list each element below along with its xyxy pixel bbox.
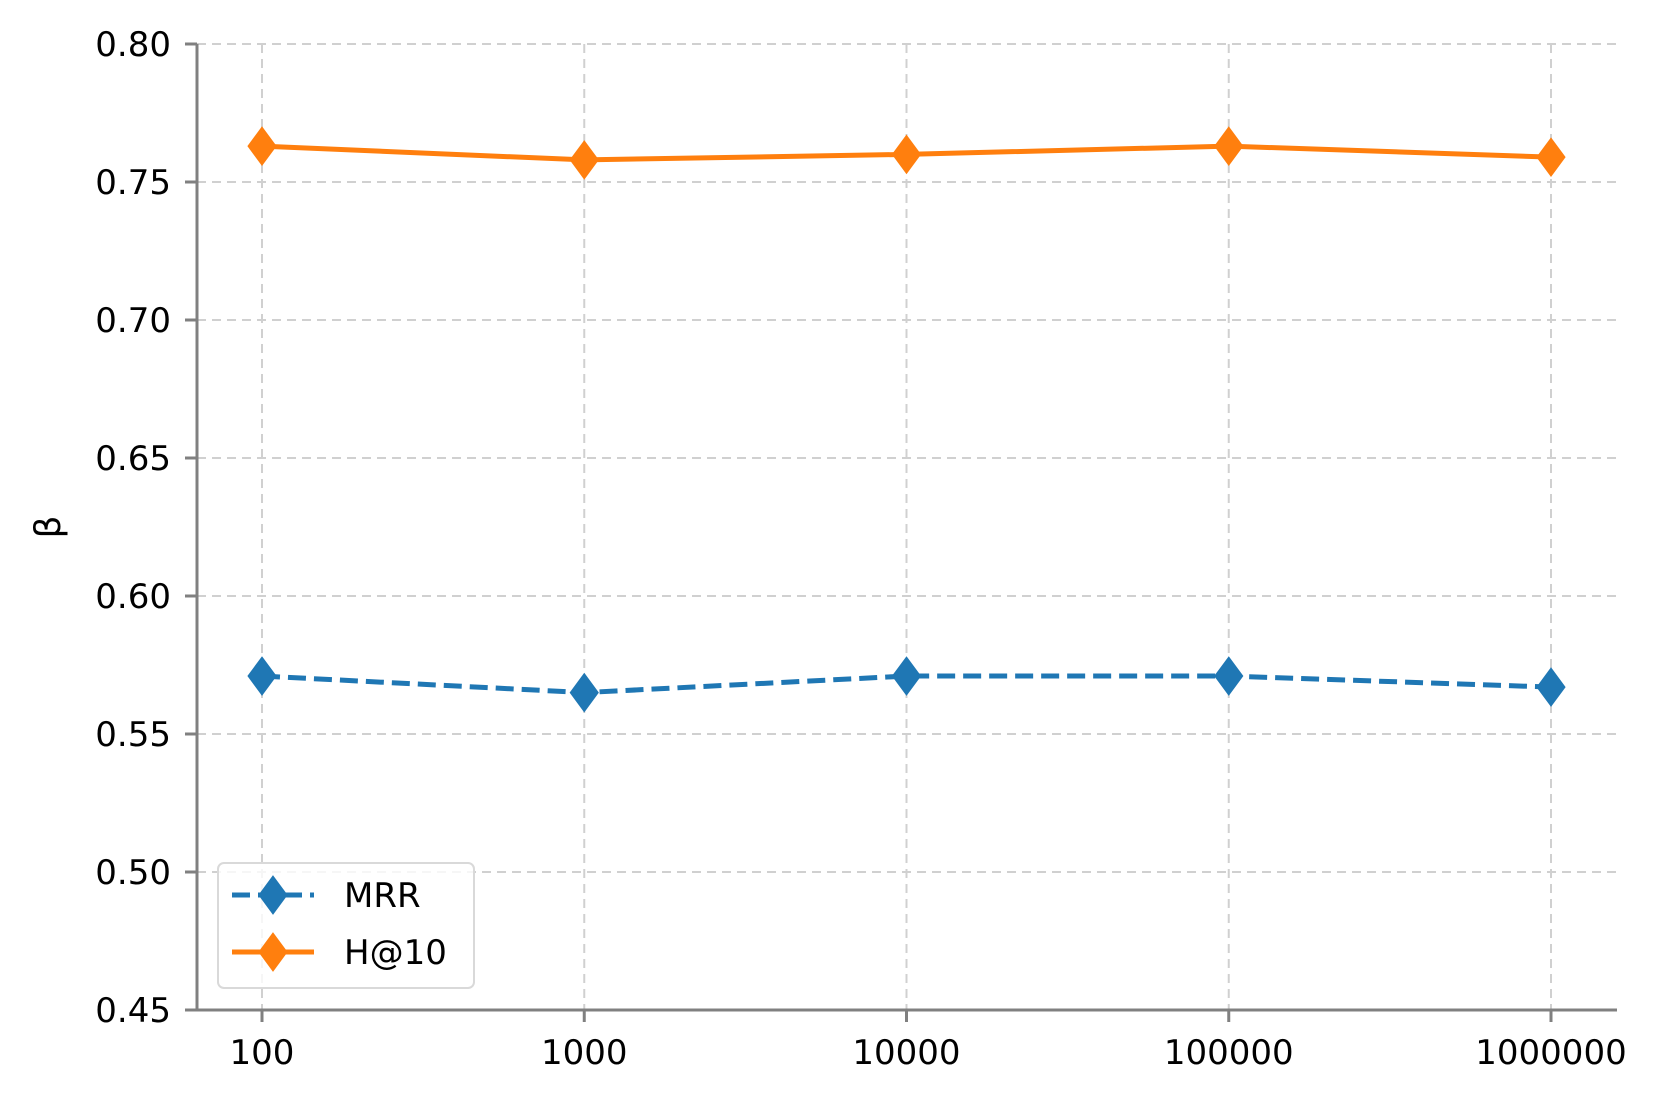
- legend-item: MRR: [232, 875, 421, 916]
- series-h-10: [247, 126, 1566, 180]
- data-point-marker: [1214, 656, 1244, 696]
- x-tick-label: 100000: [1164, 1033, 1294, 1073]
- data-point-marker: [569, 140, 599, 180]
- series-line: [261, 673, 1552, 696]
- legend-marker: [258, 932, 288, 972]
- grid: [197, 43, 1617, 1011]
- y-axis-label: β: [28, 516, 69, 539]
- data-point-marker: [891, 134, 922, 175]
- y-tick-label: 0.80: [95, 25, 171, 65]
- x-tick-label: 1000: [541, 1033, 628, 1073]
- data-point-marker: [569, 672, 599, 713]
- legend-marker: [258, 875, 288, 915]
- data-point-marker: [247, 656, 277, 696]
- x-tick-label: 1000000: [1475, 1033, 1626, 1073]
- data-point-marker: [1536, 667, 1566, 707]
- legend-label: MRR: [344, 876, 421, 916]
- y-tick-label: 0.75: [95, 163, 171, 203]
- data-point-marker: [247, 126, 277, 166]
- axes: 0.45 0.50 0.55 0.60 0.65 0.70 0.75 0.80 100 1000 1…: [28, 25, 1627, 1073]
- legend-item: H@10: [232, 932, 447, 973]
- series: [247, 126, 1566, 713]
- y-tick-label: 0.55: [95, 715, 171, 755]
- data-point-marker: [1536, 137, 1566, 178]
- y-tick-label: 0.60: [95, 577, 171, 617]
- y-tick-label: 0.65: [95, 439, 171, 479]
- y-tick-label: 0.50: [95, 853, 171, 893]
- y-tick-label: 0.70: [95, 301, 171, 341]
- legend: MRR H@10: [217, 862, 475, 989]
- series-mrr: [247, 656, 1566, 713]
- y-tick-label: 0.45: [95, 991, 171, 1031]
- data-point-marker: [1214, 126, 1244, 166]
- data-point-marker: [891, 656, 922, 696]
- legend-label: H@10: [344, 933, 447, 973]
- x-tick-label: 100: [230, 1033, 295, 1073]
- x-tick-label: 10000: [852, 1033, 960, 1073]
